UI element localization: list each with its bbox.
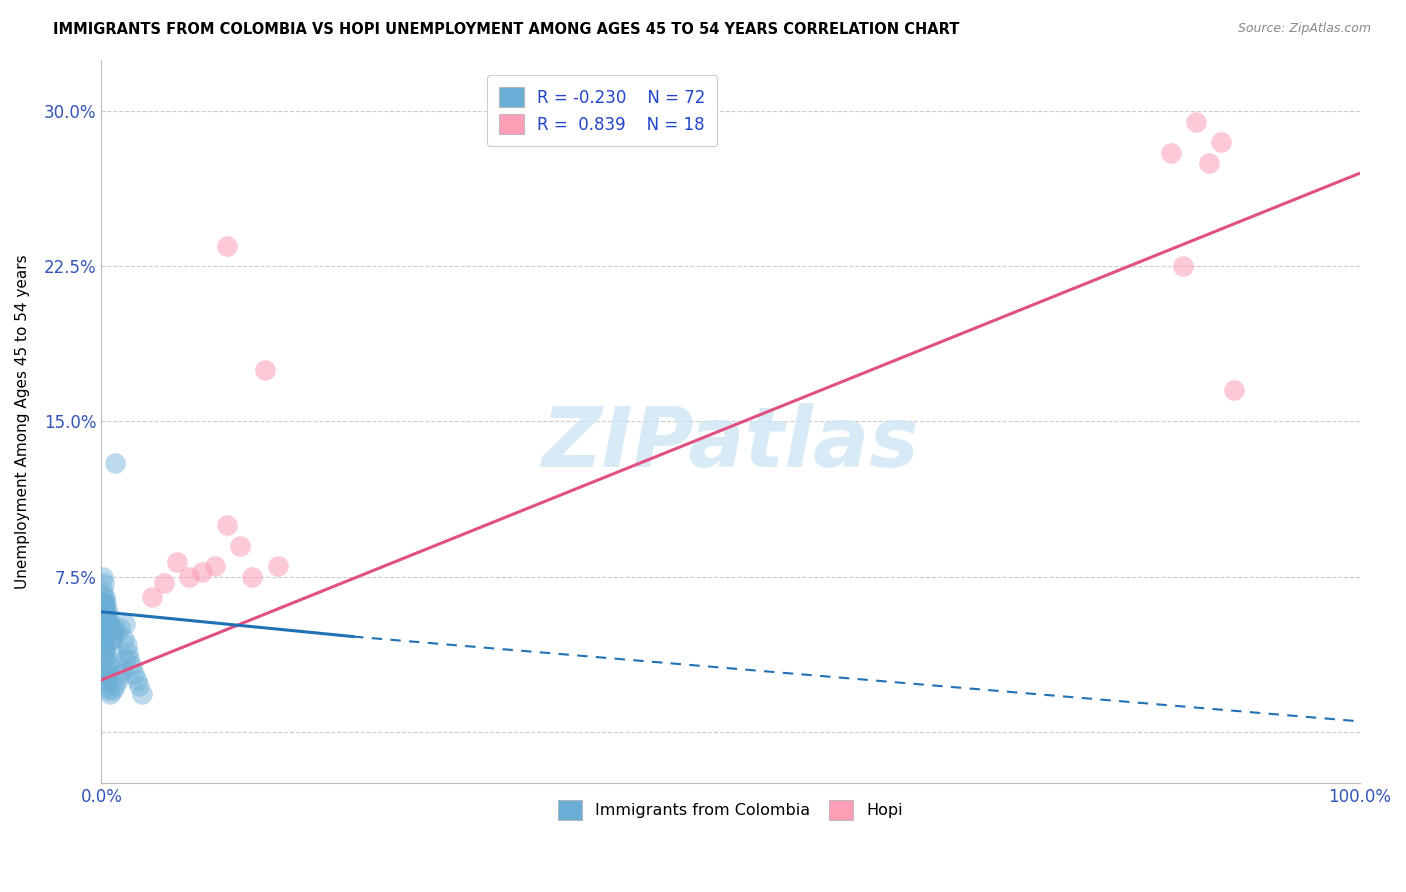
Point [105,625,128,640]
Point [217,238,239,252]
Point [96,597,118,611]
Point [1222,384,1244,398]
Point [93,646,115,660]
Point [93,652,115,666]
Point [96,625,118,640]
Point [97,611,120,625]
Point [96,611,118,625]
Point [100,632,122,646]
Point [91,584,114,599]
Point [93,605,115,619]
Y-axis label: Unemployment Among Ages 45 to 54 years: Unemployment Among Ages 45 to 54 years [15,254,30,589]
Point [114,652,136,666]
Point [96,673,118,687]
Point [98,688,121,702]
Point [103,621,125,635]
Point [112,632,135,646]
Point [101,683,124,698]
Point [125,673,148,687]
Point [94,600,117,615]
Point [98,617,121,632]
Point [94,617,117,632]
Point [128,679,150,693]
Point [122,666,145,681]
Point [107,673,129,687]
Point [94,621,117,635]
Point [118,652,141,666]
Point [96,611,118,625]
Point [253,363,276,377]
Point [97,605,120,619]
Point [94,679,117,693]
Point [93,575,115,590]
Point [1160,145,1182,160]
Legend: Immigrants from Colombia, Hopi: Immigrants from Colombia, Hopi [551,794,910,826]
Point [91,605,114,619]
Point [1185,114,1208,128]
Point [93,632,115,646]
Point [104,456,127,470]
Text: IMMIGRANTS FROM COLOMBIA VS HOPI UNEMPLOYMENT AMONG AGES 45 TO 54 YEARS CORRELAT: IMMIGRANTS FROM COLOMBIA VS HOPI UNEMPLO… [53,22,960,37]
Point [101,646,124,660]
Point [91,569,114,583]
Point [240,569,263,583]
Point [91,611,114,625]
Point [153,575,176,590]
Text: Source: ZipAtlas.com: Source: ZipAtlas.com [1237,22,1371,36]
Point [94,642,117,657]
Point [141,591,163,605]
Point [93,625,115,640]
Point [91,633,114,648]
Point [96,617,118,632]
Point [91,621,114,635]
Point [131,688,153,702]
Point [93,625,115,640]
Point [97,666,120,681]
Point [1173,260,1195,274]
Point [97,673,120,687]
Point [97,663,120,677]
Point [94,600,117,615]
Point [94,666,117,681]
Point [96,663,118,677]
Point [204,559,226,574]
Point [91,591,114,605]
Point [217,517,239,532]
Point [229,539,252,553]
Point [191,566,214,580]
Point [266,559,288,574]
Point [93,611,115,625]
Point [110,666,132,681]
Point [110,621,132,635]
Point [121,658,143,673]
Point [94,605,117,619]
Point [101,632,124,646]
Point [91,597,114,611]
Point [97,621,120,635]
Point [166,555,188,569]
Point [179,569,201,583]
Point [97,683,120,698]
Point [104,679,127,693]
Point [93,605,115,619]
Point [91,638,114,652]
Point [117,646,139,660]
Point [94,597,117,611]
Text: ZIPatlas: ZIPatlas [541,402,920,483]
Point [98,658,121,673]
Point [1209,136,1232,150]
Point [93,617,115,632]
Point [111,663,134,677]
Point [94,642,117,657]
Point [96,650,118,665]
Point [100,625,122,640]
Point [1198,156,1220,170]
Point [115,638,138,652]
Point [94,591,117,605]
Point [114,617,136,632]
